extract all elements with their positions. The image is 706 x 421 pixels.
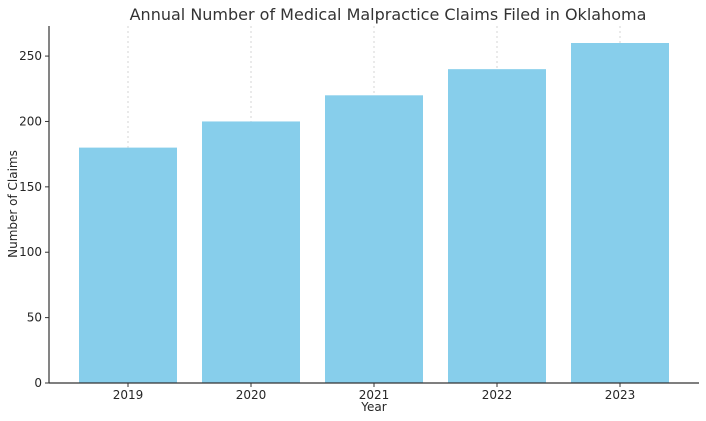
y-tick-label: 250 <box>19 49 42 63</box>
y-tick-label: 100 <box>19 245 42 259</box>
bar-2019 <box>79 147 177 383</box>
x-tick-label: 2023 <box>605 388 636 402</box>
x-tick-label: 2021 <box>359 388 390 402</box>
bar-2020 <box>202 121 300 383</box>
y-ticks: 0 50 100 150 200 250 <box>19 49 49 390</box>
chart-title: Annual Number of Medical Malpractice Cla… <box>130 5 647 24</box>
x-tick-label: 2022 <box>482 388 513 402</box>
x-axis-label: Year <box>360 400 386 414</box>
x-tick-label: 2020 <box>236 388 267 402</box>
bar-2023 <box>571 43 669 383</box>
y-tick-label: 200 <box>19 114 42 128</box>
x-ticks: 2019 2020 2021 2022 2023 <box>113 383 636 402</box>
y-tick-label: 0 <box>34 376 42 390</box>
bars <box>79 43 669 384</box>
bar-2021 <box>325 95 423 384</box>
y-tick-label: 50 <box>27 311 42 325</box>
bar-2022 <box>448 69 546 384</box>
y-tick-label: 150 <box>19 180 42 194</box>
y-axis-label: Number of Claims <box>6 150 20 258</box>
x-tick-label: 2019 <box>113 388 144 402</box>
